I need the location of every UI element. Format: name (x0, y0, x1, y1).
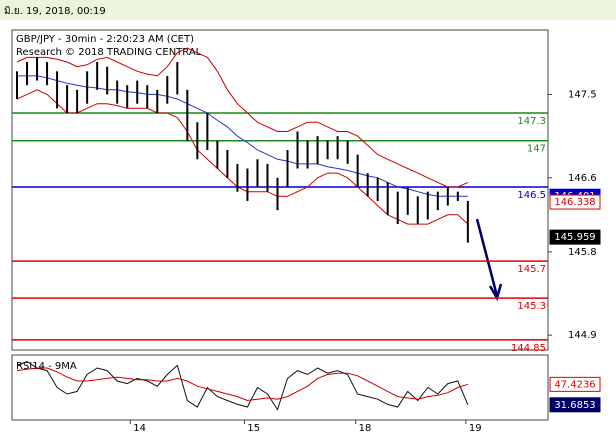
y-tick-label: 146.6 (568, 173, 597, 184)
rsi-title: RSI14 - 9MA (16, 361, 77, 372)
x-tick-label: 14 (133, 423, 146, 434)
price-marker-box (549, 229, 601, 245)
chart-title: GBP/JPY - 30min - 2:20:23 AM (CET) (16, 34, 194, 45)
price-marker-box (549, 194, 601, 210)
y-tick-label: 147.5 (568, 89, 597, 100)
price-marker-label: 145.959 (554, 232, 595, 243)
header-bar (0, 0, 616, 20)
price-marker-label: 31.6853 (554, 400, 595, 411)
price-marker-box (549, 376, 601, 392)
series-line (16, 47, 469, 188)
level-label: 146.5 (517, 190, 546, 201)
y-tick-label: 144.9 (568, 330, 597, 341)
price-marker-label: 47.4236 (554, 379, 595, 390)
forecast-arrow (475, 218, 499, 297)
level-label: 145.3 (517, 301, 546, 312)
x-tick-label: 15 (247, 423, 260, 434)
level-label: 145.7 (517, 264, 546, 275)
x-tick-label: 18 (359, 423, 372, 434)
price-marker-label: 146.338 (554, 197, 595, 208)
main-frame (11, 29, 549, 351)
level-label: 147.3 (517, 116, 546, 127)
x-tick-label: 19 (469, 423, 482, 434)
price-marker-box (549, 397, 601, 413)
y-tick-label: 145.8 (568, 247, 597, 258)
level-label: 144.85 (511, 343, 546, 354)
header-date: มิ.ย. 19, 2018, 00:19 (4, 6, 106, 17)
level-label: 147 (527, 144, 546, 155)
rsi-frame (11, 354, 549, 421)
series-line (16, 360, 469, 411)
series-line (17, 75, 468, 197)
chart-subtitle: Research © 2018 TRADING CENTRAL (16, 47, 202, 58)
series-line (16, 367, 469, 402)
series-line (16, 89, 469, 225)
